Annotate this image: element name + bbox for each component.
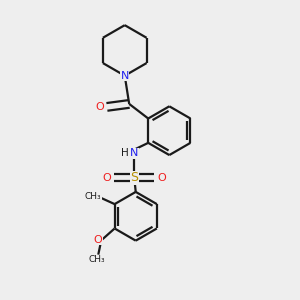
Text: O: O bbox=[95, 102, 104, 112]
Text: O: O bbox=[93, 235, 102, 245]
Text: S: S bbox=[130, 171, 138, 184]
Text: CH₃: CH₃ bbox=[88, 256, 105, 265]
Text: N: N bbox=[121, 71, 129, 81]
Text: O: O bbox=[102, 172, 111, 183]
Text: CH₃: CH₃ bbox=[85, 192, 101, 201]
Text: H: H bbox=[121, 148, 128, 158]
Text: O: O bbox=[158, 172, 166, 183]
Text: N: N bbox=[130, 148, 138, 158]
